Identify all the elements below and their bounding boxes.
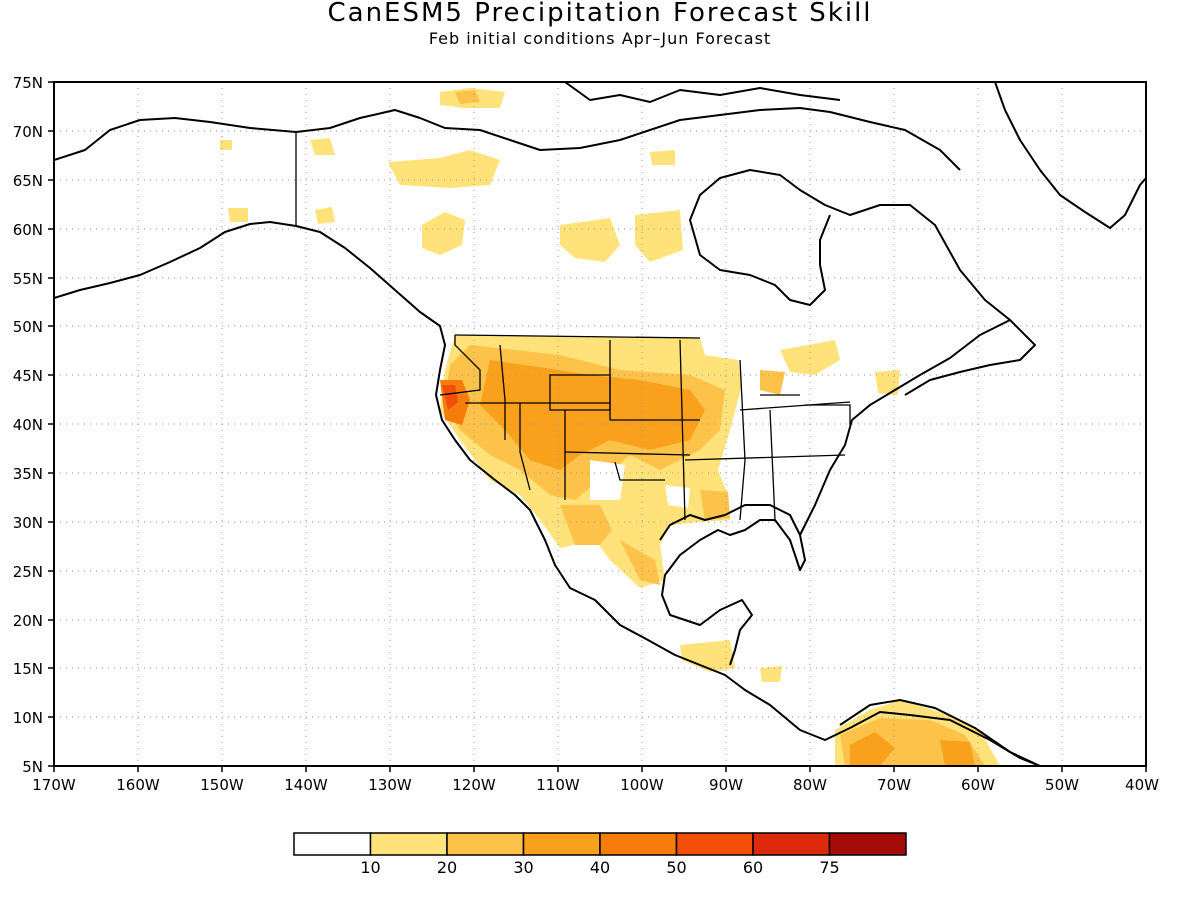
skill-shading	[220, 88, 1000, 766]
lat-label: 10N	[13, 709, 43, 727]
lat-label: 55N	[13, 270, 43, 288]
lat-label: 45N	[13, 367, 43, 385]
lon-label: 150W	[200, 776, 244, 794]
colorbar-swatch	[752, 832, 831, 856]
lat-label: 15N	[13, 660, 43, 678]
lon-label: 90W	[709, 776, 743, 794]
lon-label: 130W	[368, 776, 412, 794]
lat-label: 30N	[13, 514, 43, 532]
longitude-labels: 170W 160W 150W 140W 130W 120W 110W 100W …	[32, 776, 1159, 794]
lat-label: 70N	[13, 123, 43, 141]
colorbar-swatch	[675, 832, 754, 856]
map-subtitle: Feb initial conditions Apr–Jun Forecast	[428, 29, 772, 48]
map-grid	[54, 82, 1146, 766]
colorbar-label: 50	[666, 858, 686, 877]
colorbar-swatch	[446, 832, 525, 856]
colorbar-swatch	[293, 832, 372, 856]
lon-label: 100W	[620, 776, 664, 794]
lat-label: 40N	[13, 416, 43, 434]
lat-label: 75N	[13, 74, 43, 92]
lon-label: 120W	[452, 776, 496, 794]
lat-label: 25N	[13, 563, 43, 581]
colorbar-label: 30	[513, 858, 533, 877]
lon-label: 50W	[1045, 776, 1079, 794]
state-borders	[295, 132, 851, 521]
colorbar-swatch	[369, 832, 448, 856]
colorbar-label: 40	[590, 858, 610, 877]
lat-label: 50N	[13, 318, 43, 336]
lon-label: 140W	[284, 776, 328, 794]
lon-label: 40W	[1125, 776, 1159, 794]
colorbar: 10 20 30 40 50 60 75	[293, 832, 907, 877]
lat-label: 60N	[13, 221, 43, 239]
lat-label: 65N	[13, 172, 43, 190]
lon-label: 160W	[116, 776, 160, 794]
lon-label: 80W	[793, 776, 827, 794]
axis-ticks	[48, 81, 1147, 772]
colorbar-label: 75	[819, 858, 839, 877]
lon-label: 60W	[961, 776, 995, 794]
colorbar-swatch	[599, 832, 678, 856]
coastlines	[54, 82, 1146, 766]
colorbar-swatch	[522, 832, 601, 856]
map-title: CanESM5 Precipitation Forecast Skill	[327, 0, 873, 28]
lon-label: 110W	[536, 776, 580, 794]
colorbar-swatch	[828, 832, 907, 856]
lon-label: 170W	[32, 776, 76, 794]
colorbar-label: 60	[743, 858, 763, 877]
lon-label: 70W	[877, 776, 911, 794]
lat-label: 20N	[13, 612, 43, 630]
colorbar-label: 10	[360, 858, 380, 877]
lat-label: 5N	[22, 758, 43, 776]
latitude-labels: 75N 70N 65N 60N 55N 50N 45N 40N 35N 30N …	[13, 74, 43, 776]
colorbar-label: 20	[437, 858, 457, 877]
lat-label: 35N	[13, 465, 43, 483]
